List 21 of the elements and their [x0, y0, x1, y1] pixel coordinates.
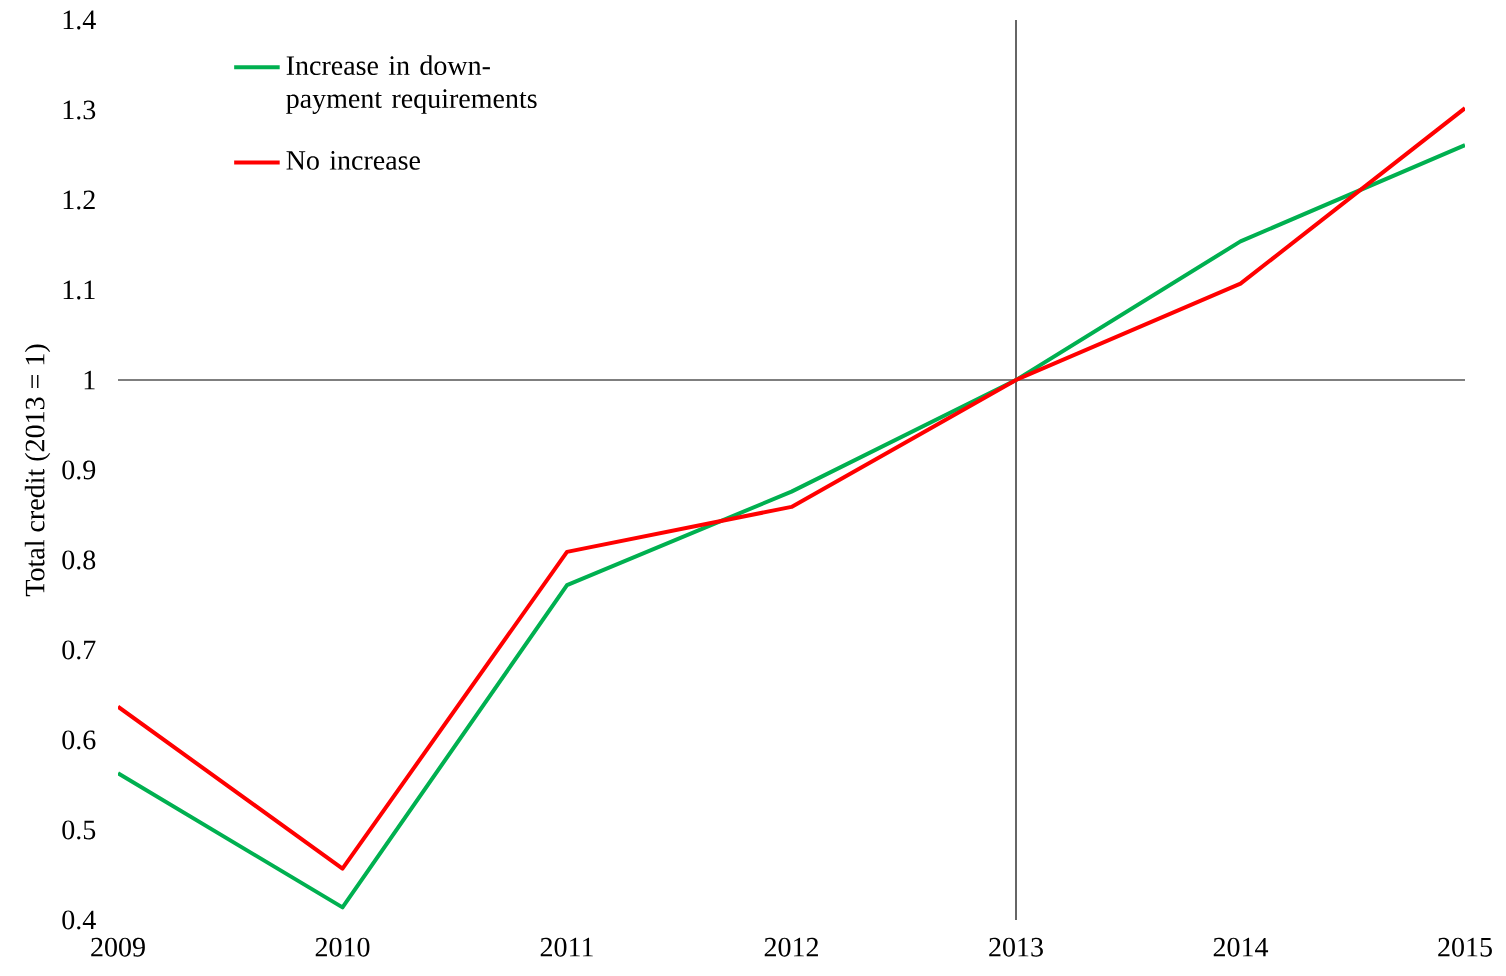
y-tick-label: 0.5: [62, 820, 96, 840]
y-tick-label: 0.9: [62, 460, 96, 480]
y-tick-label: 0.8: [62, 550, 96, 570]
x-tick-label: 2014: [1213, 937, 1269, 957]
x-tick-label: 2010: [315, 937, 370, 957]
legend-label: Increase in down-payment requirements: [286, 55, 537, 114]
y-tick-label: 0.4: [62, 910, 96, 930]
x-tick-label: 2011: [540, 937, 593, 957]
y-tick-label: 1: [84, 370, 95, 390]
y-tick-label: 1.3: [63, 100, 96, 120]
x-tick-label: 2015: [1438, 937, 1492, 957]
y-tick-label: 1.1: [63, 280, 95, 300]
y-tick-label: 0.6: [62, 730, 96, 750]
y-tick-label: 1.2: [63, 190, 95, 210]
x-tick-label: 2012: [764, 937, 818, 957]
legend-label: No increase: [286, 151, 420, 170]
y-axis-title: Total credit (2013 = 1): [24, 344, 51, 597]
y-tick-label: 0.7: [62, 640, 96, 660]
x-tick-label: 2013: [989, 937, 1043, 957]
x-tick-label: 2009: [91, 937, 145, 957]
y-tick-label: 1.4: [63, 10, 96, 30]
